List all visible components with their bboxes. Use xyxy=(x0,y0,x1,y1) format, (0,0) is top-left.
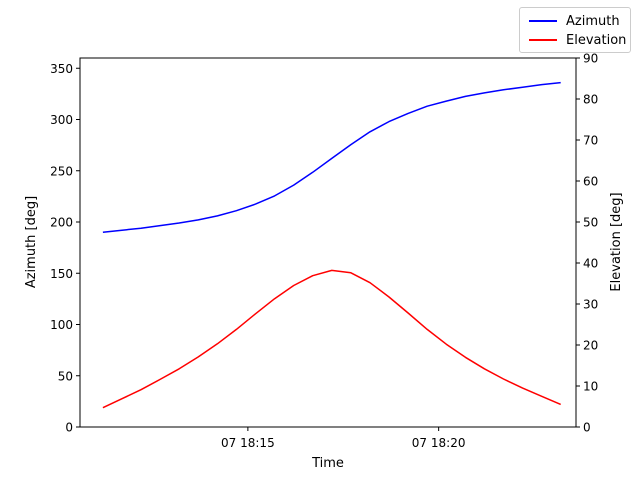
plot-frame xyxy=(79,57,577,428)
y-left-tick-label: 350 xyxy=(50,62,73,76)
y-right-tick-label: 70 xyxy=(583,134,598,148)
y-left-tick-label: 50 xyxy=(58,369,73,383)
y-right-tick-label: 20 xyxy=(583,339,598,353)
y-right-tick-label: 30 xyxy=(583,298,598,312)
series-line-azimuth xyxy=(102,81,561,234)
y-right-axis-ticks: 0 10 20 30 40 50 60 70 80 90 xyxy=(576,52,598,435)
y-left-tick-label: 0 xyxy=(65,421,73,435)
y-left-axis-ticks: 0 50 100 150 200 250 300 350 xyxy=(50,62,80,435)
y-right-tick-label: 40 xyxy=(583,257,598,271)
legend-label-azimuth: Azimuth xyxy=(566,13,620,29)
y-right-tick-label: 10 xyxy=(583,380,598,394)
legend-item-elevation: Elevation xyxy=(520,31,626,49)
y-left-tick-label: 200 xyxy=(50,216,73,230)
y-right-tick-label: 90 xyxy=(583,52,598,66)
y-left-tick-label: 300 xyxy=(50,113,73,127)
y-right-tick-label: 0 xyxy=(583,421,591,435)
plot-lines xyxy=(102,81,561,409)
y-right-axis-label: Elevation [deg] xyxy=(609,192,624,291)
y-left-tick-label: 250 xyxy=(50,164,73,178)
legend-swatch-azimuth xyxy=(529,20,557,22)
y-left-axis-label: Azimuth [deg] xyxy=(24,196,39,288)
y-right-tick-label: 60 xyxy=(583,175,598,189)
x-tick-label: 07 18:20 xyxy=(412,436,466,450)
y-left-tick-label: 150 xyxy=(50,267,73,281)
y-right-tick-label: 50 xyxy=(583,216,598,230)
series-line-elevation xyxy=(102,269,561,409)
x-axis-label: Time xyxy=(311,456,344,471)
legend-item-azimuth: Azimuth xyxy=(520,12,620,30)
x-tick-label: 07 18:15 xyxy=(221,436,275,450)
legend-label-elevation: Elevation xyxy=(566,32,627,48)
legend: Azimuth Elevation xyxy=(519,7,631,53)
legend-swatch-elevation xyxy=(529,39,557,41)
y-right-tick-label: 80 xyxy=(583,93,598,107)
y-left-tick-label: 100 xyxy=(50,318,73,332)
x-axis-ticks: 07 18:15 07 18:20 xyxy=(221,427,465,450)
